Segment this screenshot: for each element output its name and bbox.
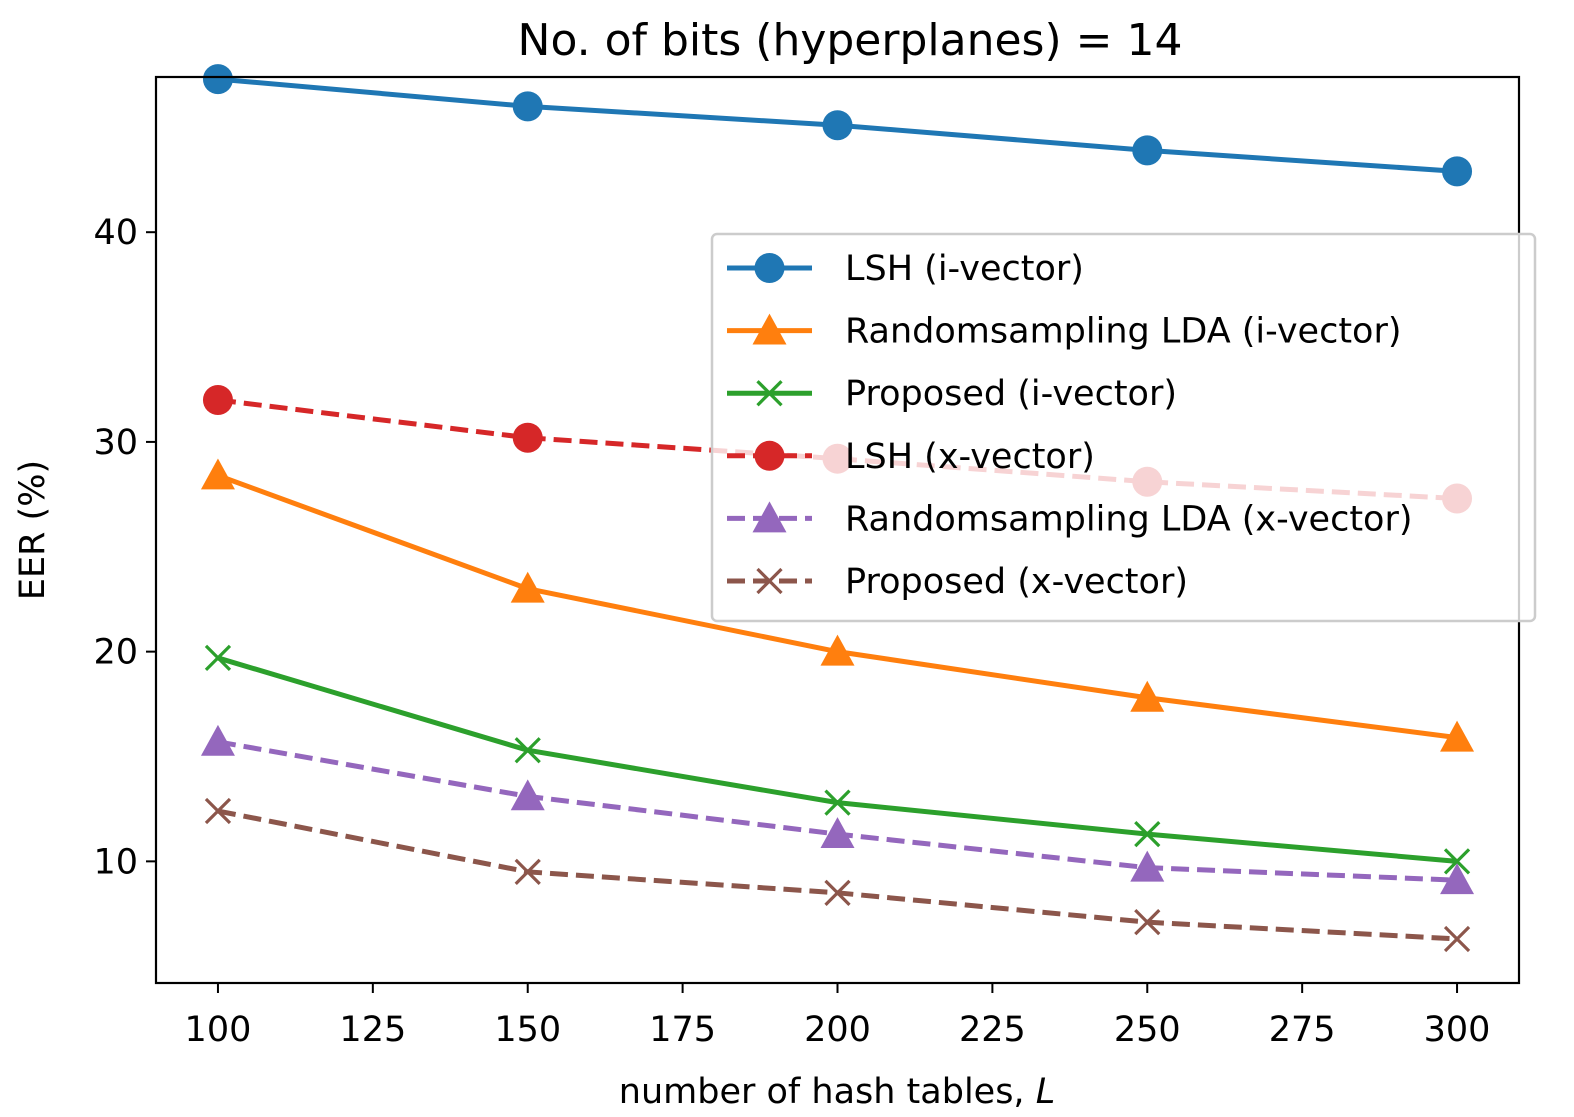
data-point-proposed-x-vector	[1443, 925, 1471, 953]
legend-item-randomsampling-lda-i-vector: Randomsampling LDA (i-vector)	[727, 312, 1402, 352]
data-point-proposed-i-vector	[514, 737, 541, 764]
series-proposed-i-vector	[204, 644, 1471, 875]
legend: LSH (i-vector) Randomsampling LDA (i-vect…	[710, 232, 1537, 623]
data-point-proposed-x-vector	[514, 858, 541, 885]
data-point-lsh-i-vector	[512, 91, 543, 122]
series-proposed-x-vector	[204, 797, 1471, 953]
legend-label: Randomsampling LDA (i-vector)	[845, 312, 1402, 352]
legend-label: Proposed (x-vector)	[845, 562, 1188, 602]
data-point-randomsampling-lda-x-vector	[820, 817, 855, 849]
legend-item-proposed-x-vector: Proposed (x-vector)	[727, 562, 1188, 602]
series-line-randomsampling-lda-x-vector	[217, 739, 1458, 883]
legend-marker	[754, 253, 785, 283]
data-point-proposed-x-vector	[204, 797, 232, 825]
data-point-proposed-i-vector	[1134, 820, 1161, 848]
data-point-proposed-i-vector	[824, 789, 851, 816]
data-point-lsh-i-vector	[1132, 135, 1163, 166]
data-point-randomsampling-lda-x-vector	[1440, 863, 1475, 895]
y-tick-label: 20	[93, 633, 138, 673]
data-point-proposed-i-vector	[204, 644, 232, 672]
series-randomsampling-lda-x-vector	[200, 724, 1475, 895]
legend-label: LSH (i-vector)	[845, 249, 1084, 289]
legend-box	[710, 232, 1537, 623]
series-randomsampling-lda-i-vector	[200, 458, 1475, 752]
legend-marker	[752, 313, 787, 345]
x-tick-label: 250	[1114, 1010, 1181, 1050]
data-point-randomsampling-lda-x-vector	[510, 779, 545, 811]
y-tick-label: 30	[93, 423, 138, 463]
x-axis-label: number of hash tables, L	[619, 1072, 1055, 1112]
x-tick-label: 125	[339, 1010, 406, 1050]
data-point-randomsampling-lda-i-vector	[510, 571, 545, 603]
x-tick-label: 150	[494, 1010, 561, 1050]
legend-label: LSH (x-vector)	[845, 437, 1095, 477]
data-point-randomsampling-lda-i-vector	[820, 634, 855, 666]
chart-title: No. of bits (hyperplanes) = 14	[518, 15, 1183, 66]
data-point-proposed-x-vector	[824, 879, 851, 906]
y-tick-label: 10	[93, 842, 138, 882]
data-point-proposed-x-vector	[1134, 909, 1161, 936]
x-tick-label: 225	[959, 1010, 1026, 1050]
data-point-randomsampling-lda-i-vector	[1130, 680, 1165, 712]
x-tick-label: 275	[1269, 1010, 1336, 1050]
x-tick-label: 300	[1424, 1010, 1491, 1050]
data-point-lsh-i-vector	[822, 110, 853, 141]
series-lsh-i-vector	[202, 64, 1473, 187]
x-tick-label: 175	[649, 1010, 716, 1050]
legend-marker	[756, 380, 783, 407]
data-point-lsh-x-vector	[512, 422, 543, 453]
data-point-lsh-i-vector	[1442, 156, 1473, 187]
data-point-randomsampling-lda-x-vector	[1130, 850, 1165, 882]
x-axis-label-text: number of hash tables,	[619, 1072, 1036, 1112]
data-point-proposed-i-vector	[1443, 848, 1471, 875]
legend-item-lsh-x-vector: LSH (x-vector)	[727, 437, 1095, 477]
data-point-randomsampling-lda-i-vector	[1440, 720, 1475, 752]
data-point-randomsampling-lda-x-vector	[200, 724, 235, 756]
x-tick-label: 200	[804, 1010, 871, 1050]
y-tick-label: 40	[93, 213, 138, 253]
legend-marker	[754, 440, 785, 471]
series-line-lsh-x-vector	[217, 397, 1458, 502]
data-point-randomsampling-lda-i-vector	[200, 458, 235, 490]
legend-marker	[752, 501, 787, 533]
legend-label: Proposed (i-vector)	[845, 374, 1177, 414]
data-point-lsh-i-vector	[202, 64, 233, 95]
x-axis-label-variable: L	[1036, 1072, 1056, 1112]
legend-item-randomsampling-lda-x-vector: Randomsampling LDA (x-vector)	[727, 499, 1413, 539]
legend-label: Randomsampling LDA (x-vector)	[845, 499, 1413, 539]
legend-item-lsh-i-vector: LSH (i-vector)	[727, 249, 1084, 289]
legend-marker	[756, 567, 783, 595]
legend-item-proposed-i-vector: Proposed (i-vector)	[727, 374, 1177, 414]
data-point-lsh-x-vector	[202, 384, 233, 415]
y-axis-ticks: 10 20 30 40	[93, 213, 156, 882]
x-tick-label: 100	[185, 1010, 252, 1050]
x-axis-ticks: 100 125 150 175 200 225 250 275 300	[185, 983, 1491, 1050]
y-axis-label: EER (%)	[13, 460, 53, 600]
